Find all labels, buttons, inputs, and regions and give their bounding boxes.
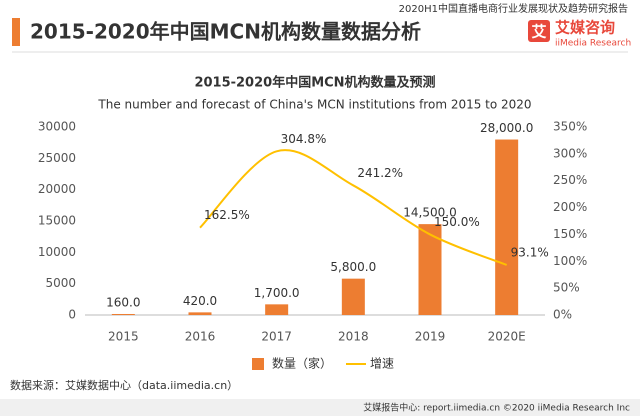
x-tick-label: 2017 [261, 330, 292, 344]
y-tick-label: 5000 [45, 276, 76, 290]
page-title: 2015-2020年中国MCN机构数量数据分析 [30, 20, 421, 44]
bar [111, 313, 135, 315]
bar-value-label: 420.0 [183, 294, 217, 308]
logo-english: iiMedia Research [555, 39, 631, 49]
y2-tick-label: 350% [553, 120, 587, 134]
y2-tick-label: 0% [553, 308, 572, 322]
x-tick-label: 2020E [488, 330, 526, 344]
legend-swatch [252, 358, 264, 370]
chart-subtitle: The number and forecast of China's MCN i… [97, 98, 531, 112]
x-tick-label: 2016 [185, 330, 216, 344]
report-name: 2020H1中国直播电商行业发展现状及趋势研究报告 [399, 2, 628, 15]
bar-value-label: 14,500.0 [403, 206, 456, 220]
source: 数据来源：艾媒数据中心（data.iimedia.cn） [10, 378, 238, 392]
logo-stamp: 艾 [531, 23, 546, 41]
legend-label: 数量（家） [272, 356, 332, 371]
x-tick-label: 2015 [108, 330, 139, 344]
line-value-label: 304.8% [281, 132, 327, 146]
y-tick-label: 25000 [38, 151, 76, 165]
bar [265, 304, 289, 315]
bar-value-label: 160.0 [106, 295, 140, 309]
y-tick-label: 15000 [38, 214, 76, 228]
y2-tick-label: 100% [553, 254, 587, 268]
y2-tick-label: 300% [553, 146, 587, 160]
footer-bar [0, 399, 640, 416]
y2-tick-label: 200% [553, 200, 587, 214]
y-tick-label: 0 [68, 308, 76, 322]
x-tick-label: 2018 [338, 330, 369, 344]
y2-tick-label: 50% [553, 281, 580, 295]
line-value-label: 150.0% [434, 215, 480, 229]
y-tick-label: 30000 [38, 120, 76, 134]
line [199, 149, 508, 266]
bar-value-label: 5,800.0 [330, 260, 376, 274]
logo-name: 艾媒咨询 [555, 19, 615, 37]
x-tick-label: 2019 [415, 330, 446, 344]
y-tick-label: 20000 [38, 182, 76, 196]
line-value-label: 162.5% [204, 208, 250, 222]
line-value-label: 93.1% [511, 245, 549, 259]
footer: 艾媒报告中心: report.iimedia.cn ©2020 iiMedia … [363, 402, 630, 414]
y2-tick-label: 150% [553, 227, 587, 241]
y-tick-label: 10000 [38, 245, 76, 259]
line-value-label: 241.2% [357, 166, 403, 180]
bar [188, 312, 212, 315]
legend-label: 增速 [370, 357, 394, 371]
bar [495, 139, 519, 315]
bar [418, 224, 442, 315]
title-accent [12, 18, 20, 46]
bar [341, 278, 365, 315]
bar-value-label: 28,000.0 [480, 121, 533, 135]
y2-tick-label: 250% [553, 173, 587, 187]
bar-value-label: 1,700.0 [254, 286, 300, 300]
logo-stamp-box [528, 20, 550, 42]
chart-title: 2015-2020年中国MCN机构数量及预测 [194, 75, 435, 91]
